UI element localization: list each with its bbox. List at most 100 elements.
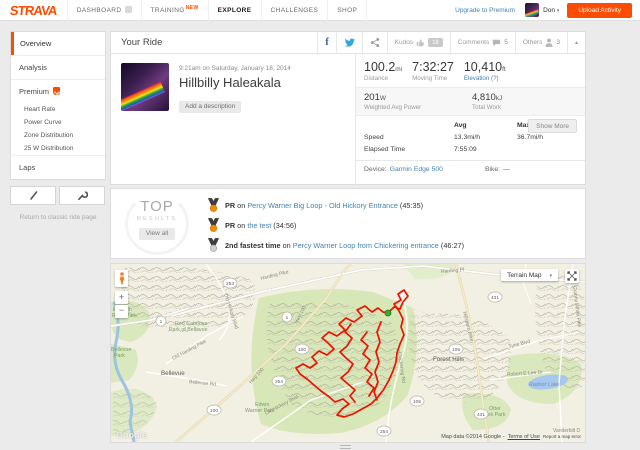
svg-text:Vanderbilt D: Vanderbilt D xyxy=(553,428,581,434)
route-shield: 431 xyxy=(473,408,489,420)
twitter-share-button[interactable] xyxy=(335,32,362,53)
stat-weighted-power: 201W Weighted Avg Power xyxy=(364,92,422,111)
activity-datetime: 9:21am on Saturday, January 18, 2014 xyxy=(179,65,291,72)
nav-challenges[interactable]: CHALLENGES xyxy=(260,0,328,21)
svg-text:Red Caboose: Red Caboose xyxy=(175,321,207,327)
sidebar-item-laps[interactable]: Laps xyxy=(11,155,105,179)
terrain-map: Harding Pike Harding Pl Harpeth River Pa… xyxy=(111,264,585,442)
sidebar-item-power-curve[interactable]: Power Curve xyxy=(24,119,62,126)
zoom-in-button[interactable]: + xyxy=(115,291,128,304)
sidebar-item-analysis[interactable]: Analysis xyxy=(11,55,105,79)
svg-text:Harding Pl: Harding Pl xyxy=(441,267,465,275)
terms-link[interactable]: Terms of Use xyxy=(507,434,540,440)
top-nav: STRAVA DASHBOARD TRAININGNEW EXPLORE CHA… xyxy=(0,0,640,21)
zoom-out-button[interactable]: − xyxy=(115,305,128,318)
return-classic-link[interactable]: Return to classic ride page xyxy=(19,214,97,221)
svg-text:Warner Park: Warner Park xyxy=(245,408,275,414)
actions-button[interactable] xyxy=(59,186,105,205)
nav-training[interactable]: TRAININGNEW xyxy=(140,0,208,21)
route-shield: 100 xyxy=(294,343,310,355)
device-label: Device: xyxy=(364,165,387,173)
comments-button[interactable]: Comments 5 xyxy=(449,32,515,53)
stats-table: Avg Max Speed 13.3mi/h 36.7mi/h Elapsed Tim… xyxy=(356,116,585,156)
stat-distance: 100.2mi Distance xyxy=(364,60,403,82)
svg-text:100: 100 xyxy=(210,408,218,414)
map-type-dropdown[interactable]: Terrain Map ▾ xyxy=(501,269,558,281)
svg-text:1: 1 xyxy=(160,319,163,325)
upgrade-premium-link[interactable]: Upgrade to Premium xyxy=(455,6,516,14)
activity-photo[interactable] xyxy=(121,63,169,111)
segment-link[interactable]: the test xyxy=(247,221,272,230)
dashboard-badge-icon xyxy=(124,6,132,14)
report-error-link[interactable]: Report a map error xyxy=(542,434,581,439)
avatar[interactable] xyxy=(525,3,540,17)
comment-icon xyxy=(493,39,501,46)
route-map[interactable]: Harding Pike Harding Pl Harpeth River Pa… xyxy=(111,264,585,442)
svg-text:Park: Park xyxy=(114,353,125,359)
collapse-button[interactable]: ▴ xyxy=(566,32,585,53)
svg-text:Forest Hills: Forest Hills xyxy=(433,356,464,363)
ride-card: Your Ride f Kudos 18 Comments 5 Others 3… xyxy=(110,31,586,185)
facebook-share-button[interactable]: f xyxy=(317,32,335,53)
fullscreen-icon xyxy=(567,271,577,281)
elevation-help-link[interactable]: Elevation (?) xyxy=(463,75,499,82)
add-description-button[interactable]: Add a description xyxy=(179,100,242,113)
achievement-row: PR on Percy Warner Big Loop - Old Hickor… xyxy=(207,198,464,213)
route-shield: 431 xyxy=(487,291,503,303)
sidebar-item-heart-rate[interactable]: Heart Rate xyxy=(24,106,56,113)
sidebar-item-premium[interactable]: Premium xyxy=(11,79,105,103)
google-logo: Google xyxy=(116,430,147,440)
others-button[interactable]: Others 3 xyxy=(514,32,567,53)
nav-explore[interactable]: EXPLORE xyxy=(207,0,261,21)
page-title: Your Ride xyxy=(121,37,163,48)
route-shield: 254 xyxy=(376,425,392,437)
kudos-button[interactable]: Kudos 18 xyxy=(386,32,450,53)
svg-text:254: 254 xyxy=(275,379,283,385)
stat-moving-time: 7:32:27 Moving Time xyxy=(412,60,454,82)
facebook-icon: f xyxy=(325,37,329,48)
table-row-elapsed: Elapsed Time 7:55:09 xyxy=(364,145,477,153)
svg-text:Tyne Blvd: Tyne Blvd xyxy=(508,339,531,350)
sidebar-item-25w-distribution[interactable]: 25 W Distribution xyxy=(24,145,74,152)
person-icon xyxy=(545,38,553,47)
second-place-medal-icon xyxy=(207,238,220,252)
gps-route-path xyxy=(295,289,409,418)
share-icon xyxy=(370,38,379,47)
share-button[interactable] xyxy=(361,32,387,53)
new-tag: NEW xyxy=(185,4,199,11)
sidebar-item-zone-distribution[interactable]: Zone Distribution xyxy=(24,132,74,139)
svg-text:Robert E Lee Dr: Robert E Lee Dr xyxy=(507,369,544,378)
bike-label: Bike: xyxy=(484,165,501,173)
kudos-count-badge: 18 xyxy=(428,38,443,47)
drag-handle[interactable] xyxy=(340,445,351,449)
fullscreen-button[interactable] xyxy=(565,269,579,283)
nav-shop[interactable]: SHOP xyxy=(327,0,368,21)
achievement-row: PR on the test (34:56) xyxy=(207,218,464,233)
svg-text:106: 106 xyxy=(413,399,421,405)
route-shield: 1 xyxy=(155,315,167,327)
svg-text:100: 100 xyxy=(298,347,306,353)
user-menu[interactable]: Don ▾ xyxy=(543,6,560,14)
sidebar-item-overview[interactable]: Overview xyxy=(11,32,105,55)
svg-text:Otter: Otter xyxy=(489,406,501,412)
segment-link[interactable]: Percy Warner Loop from Chickering entran… xyxy=(292,241,439,250)
show-more-button[interactable]: Show More xyxy=(528,119,577,133)
nav-dashboard[interactable]: DASHBOARD xyxy=(66,0,141,21)
route-shield: 1 xyxy=(281,311,293,323)
pegman-icon xyxy=(119,272,124,285)
thumbs-up-icon xyxy=(416,39,425,47)
svg-text:253: 253 xyxy=(226,281,234,287)
strava-logo[interactable]: STRAVA xyxy=(9,2,58,18)
svg-text:Chickering Rd: Chickering Rd xyxy=(396,351,406,383)
pr-medal-icon xyxy=(207,198,220,212)
device-link[interactable]: Garmin Edge 500 xyxy=(389,165,443,173)
segment-link[interactable]: Percy Warner Big Loop - Old Hickory Entr… xyxy=(247,201,398,210)
map-attribution: Map data ©2014 Google - xyxy=(441,434,505,440)
upload-activity-button[interactable]: Upload Activity xyxy=(567,2,632,18)
pegman-control[interactable] xyxy=(115,270,128,287)
laurel-icon xyxy=(125,193,189,255)
edit-button[interactable] xyxy=(10,186,56,205)
twitter-icon xyxy=(344,38,355,47)
svg-text:Bellevue Rd: Bellevue Rd xyxy=(189,379,217,388)
view-all-button[interactable]: View all xyxy=(138,227,176,240)
